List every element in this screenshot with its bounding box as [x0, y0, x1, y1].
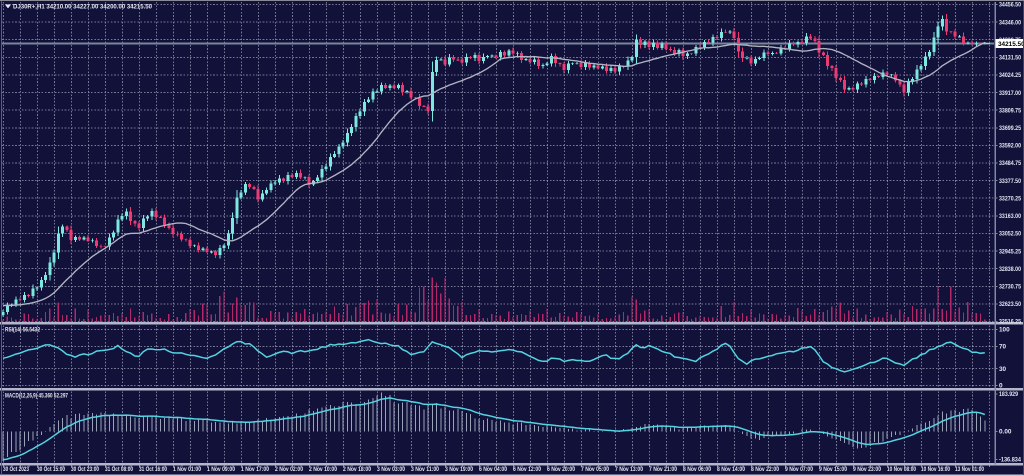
svg-text:33917.00: 33917.00 [999, 90, 1021, 97]
svg-text:30 Oct 23:00: 30 Oct 23:00 [71, 466, 99, 473]
svg-text:30: 30 [999, 366, 1007, 373]
svg-text:30 Oct 15:00: 30 Oct 15:00 [37, 466, 65, 473]
svg-text:33163.00: 33163.00 [999, 213, 1021, 220]
svg-text:6 Nov 12:00: 6 Nov 12:00 [513, 466, 541, 473]
svg-text:32838.00: 32838.00 [999, 266, 1021, 273]
svg-text:34215.50: 34215.50 [998, 41, 1024, 48]
svg-text:32730.75: 32730.75 [999, 284, 1021, 291]
svg-text:70: 70 [999, 344, 1007, 351]
svg-text:7 Nov 21:00: 7 Nov 21:00 [649, 466, 677, 473]
svg-text:30 Oct 2023: 30 Oct 2023 [3, 466, 29, 473]
svg-text:3 Nov 19:00: 3 Nov 19:00 [445, 466, 473, 473]
svg-text:31 Oct 08:00: 31 Oct 08:00 [105, 466, 133, 473]
svg-text:6 Nov 20:00: 6 Nov 20:00 [547, 466, 575, 473]
svg-text:33699.25: 33699.25 [999, 125, 1021, 132]
svg-text:8 Nov 06:00: 8 Nov 06:00 [683, 466, 711, 473]
svg-text:34346.00: 34346.00 [999, 19, 1021, 26]
svg-text:1 Nov 01:00: 1 Nov 01:00 [173, 466, 201, 473]
svg-text:7 Nov 13:00: 7 Nov 13:00 [615, 466, 643, 473]
svg-text:34131.50: 34131.50 [999, 55, 1021, 62]
svg-text:33270.25: 33270.25 [999, 195, 1021, 202]
svg-text:1 Nov 17:00: 1 Nov 17:00 [241, 466, 269, 473]
svg-text:RSI(14) 56.5432: RSI(14) 56.5432 [5, 327, 40, 334]
svg-text:9 Nov 23:00: 9 Nov 23:00 [853, 466, 881, 473]
svg-text:183.929: 183.929 [999, 391, 1018, 398]
svg-text:33484.75: 33484.75 [999, 160, 1021, 167]
svg-text:10 Nov 08:00: 10 Nov 08:00 [887, 466, 916, 473]
svg-text:34456.50: 34456.50 [999, 2, 1021, 9]
svg-text:MACD(12,26,9) 45.360 52.297: MACD(12,26,9) 45.360 52.297 [5, 393, 68, 400]
svg-text:8 Nov 14:00: 8 Nov 14:00 [717, 466, 745, 473]
svg-text:2 Nov 10:00: 2 Nov 10:00 [309, 466, 337, 473]
svg-text:10 Nov 16:00: 10 Nov 16:00 [921, 466, 950, 473]
svg-text:7 Nov 05:00: 7 Nov 05:00 [581, 466, 609, 473]
svg-text:6 Nov 04:00: 6 Nov 04:00 [479, 466, 507, 473]
svg-text:9 Nov 07:00: 9 Nov 07:00 [785, 466, 813, 473]
svg-text:0: 0 [999, 383, 1003, 390]
svg-text:0.00: 0.00 [999, 429, 1012, 436]
svg-text:32623.50: 32623.50 [999, 301, 1021, 308]
svg-text:2 Nov 18:00: 2 Nov 18:00 [343, 466, 371, 473]
svg-text:31 Oct 16:00: 31 Oct 16:00 [139, 466, 167, 473]
svg-text:DJ30R+,H1 34210.00 34227.00 3: DJ30R+,H1 34210.00 34227.00 34200.00 342… [13, 4, 152, 11]
svg-text:8 Nov 22:00: 8 Nov 22:00 [751, 466, 779, 473]
svg-text:1 Nov 09:00: 1 Nov 09:00 [207, 466, 235, 473]
svg-text:3 Nov 03:00: 3 Nov 03:00 [377, 466, 405, 473]
svg-text:13 Nov 01:00: 13 Nov 01:00 [955, 466, 984, 473]
svg-text:33377.50: 33377.50 [999, 178, 1021, 185]
svg-text:3 Nov 11:00: 3 Nov 11:00 [411, 466, 439, 473]
svg-text:33052.50: 33052.50 [999, 231, 1021, 238]
svg-text:100: 100 [999, 327, 1010, 334]
svg-text:32945.25: 32945.25 [999, 248, 1021, 255]
svg-text:33592.00: 33592.00 [999, 143, 1021, 150]
svg-text:34024.25: 34024.25 [999, 72, 1021, 79]
svg-text:9 Nov 15:00: 9 Nov 15:00 [819, 466, 847, 473]
svg-text:32516.25: 32516.25 [999, 319, 1021, 326]
svg-text:-136.834: -136.834 [999, 457, 1021, 464]
svg-text:2 Nov 02:00: 2 Nov 02:00 [275, 466, 303, 473]
svg-text:33809.75: 33809.75 [999, 107, 1021, 114]
